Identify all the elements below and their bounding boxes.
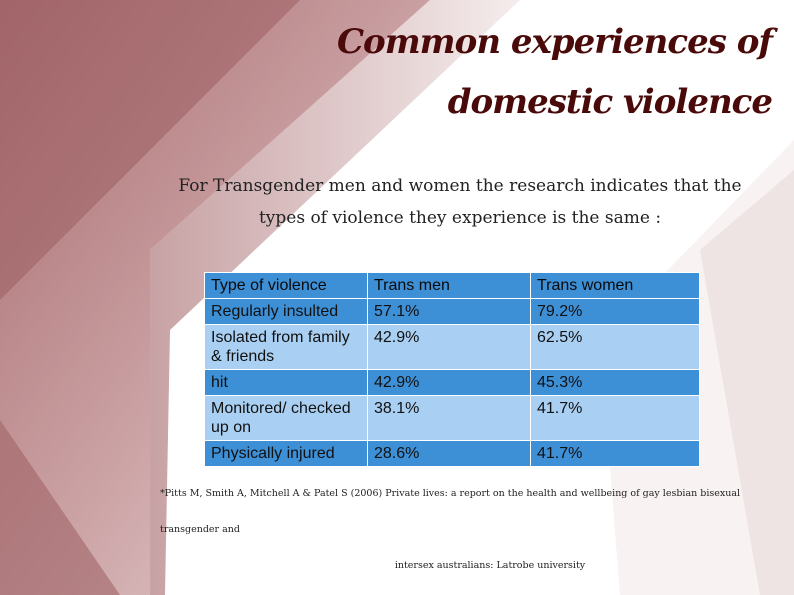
cell-trans-men: 42.9% [367, 324, 531, 370]
table-row: hit 42.9% 45.3% [204, 369, 700, 396]
cell-trans-men: 42.9% [367, 369, 531, 396]
table-row: Isolated from family & friends 42.9% 62.… [204, 324, 700, 370]
cell-type: Isolated from family & friends [204, 324, 368, 370]
cell-trans-men: 38.1% [367, 395, 531, 441]
table-row: Monitored/ checked up on 38.1% 41.7% [204, 395, 700, 441]
slide-title-line-1: Common experiences of [336, 22, 773, 62]
cell-trans-men: 28.6% [367, 440, 531, 467]
header-trans-women: Trans women [530, 272, 700, 299]
cell-trans-women: 62.5% [530, 324, 700, 370]
table-row: Physically injured 28.6% 41.7% [204, 440, 700, 467]
header-type: Type of violence [204, 272, 368, 299]
cell-type: Physically injured [204, 440, 368, 467]
header-trans-men: Trans men [367, 272, 531, 299]
intro-text: For Transgender men and women the resear… [178, 176, 742, 228]
cell-type: Regularly insulted [204, 298, 368, 325]
cell-type: Monitored/ checked up on [204, 395, 368, 441]
cell-trans-women: 79.2% [530, 298, 700, 325]
cell-trans-men: 57.1% [367, 298, 531, 325]
table-row: Regularly insulted 57.1% 79.2% [204, 298, 700, 325]
cell-trans-women: 45.3% [530, 369, 700, 396]
violence-table: Type of violence Trans men Trans women R… [204, 272, 700, 467]
slide-title-line-2: domestic violence [447, 82, 773, 122]
reference-line-1: *Pitts M, Smith A, Mitchell A & Patel S … [160, 488, 741, 535]
cell-trans-women: 41.7% [530, 395, 700, 441]
reference-line-2: intersex australians: Latrobe university [394, 560, 586, 571]
cell-type: hit [204, 369, 368, 396]
reference-citation: *Pitts M, Smith A, Mitchell A & Patel S … [160, 476, 760, 584]
table-header-row: Type of violence Trans men Trans women [204, 272, 700, 299]
cell-trans-women: 41.7% [530, 440, 700, 467]
